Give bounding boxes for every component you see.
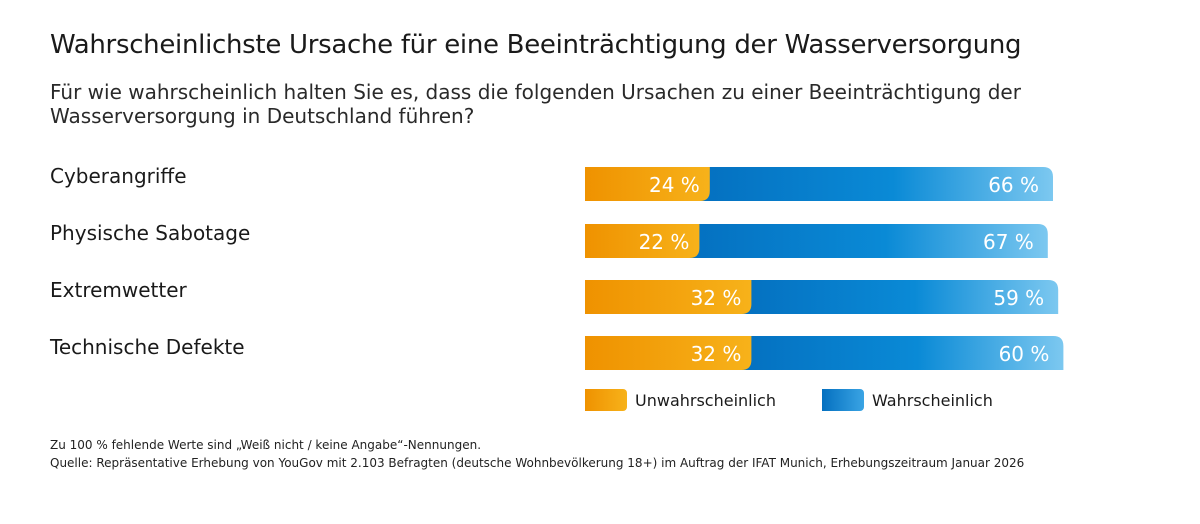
legend-swatch: [822, 389, 864, 411]
data-label-wahrscheinlich: 66 %: [988, 173, 1039, 197]
data-label-unwahrscheinlich: 32 %: [691, 286, 742, 310]
category-label: Physische Sabotage: [50, 221, 251, 245]
source-note: Quelle: Repräsentative Erhebung von YouG…: [50, 456, 1025, 470]
chart-subtitle: Für wie wahrscheinlich halten Sie es, da…: [50, 80, 1021, 128]
bar-unwahrscheinlich: [585, 167, 710, 201]
data-label-unwahrscheinlich: 22 %: [639, 230, 690, 254]
footnote: Zu 100 % fehlende Werte sind „Weiß nicht…: [50, 438, 482, 452]
bar-unwahrscheinlich: [585, 280, 752, 314]
data-label-unwahrscheinlich: 32 %: [691, 342, 742, 366]
bar-chart: 24 % 66 % 22 % 67 % 32 % 59 % 32 % 60 %: [585, 167, 1064, 370]
bar-unwahrscheinlich: [585, 224, 700, 258]
bar-wahrscheinlich: [697, 167, 1053, 201]
legend-item-unwahrscheinlich: Unwahrscheinlich: [585, 389, 776, 411]
legend-label: Wahrscheinlich: [872, 390, 993, 410]
legend-label: Unwahrscheinlich: [635, 390, 776, 410]
legend-item-wahrscheinlich: Wahrscheinlich: [822, 389, 993, 411]
category-label: Cyberangriffe: [50, 164, 187, 188]
data-label-unwahrscheinlich: 24 %: [649, 173, 700, 197]
bar-unwahrscheinlich: [585, 336, 752, 370]
data-label-wahrscheinlich: 60 %: [999, 342, 1050, 366]
category-label: Extremwetter: [50, 278, 187, 302]
bar-wahrscheinlich: [739, 336, 1064, 370]
data-label-wahrscheinlich: 59 %: [993, 286, 1044, 310]
bar-wahrscheinlich: [739, 280, 1059, 314]
data-label-wahrscheinlich: 67 %: [983, 230, 1034, 254]
bar-wahrscheinlich: [687, 224, 1048, 258]
category-label: Technische Defekte: [50, 335, 245, 359]
legend-swatch: [585, 389, 627, 411]
chart-title: Wahrscheinlichste Ursache für eine Beein…: [50, 30, 1022, 60]
